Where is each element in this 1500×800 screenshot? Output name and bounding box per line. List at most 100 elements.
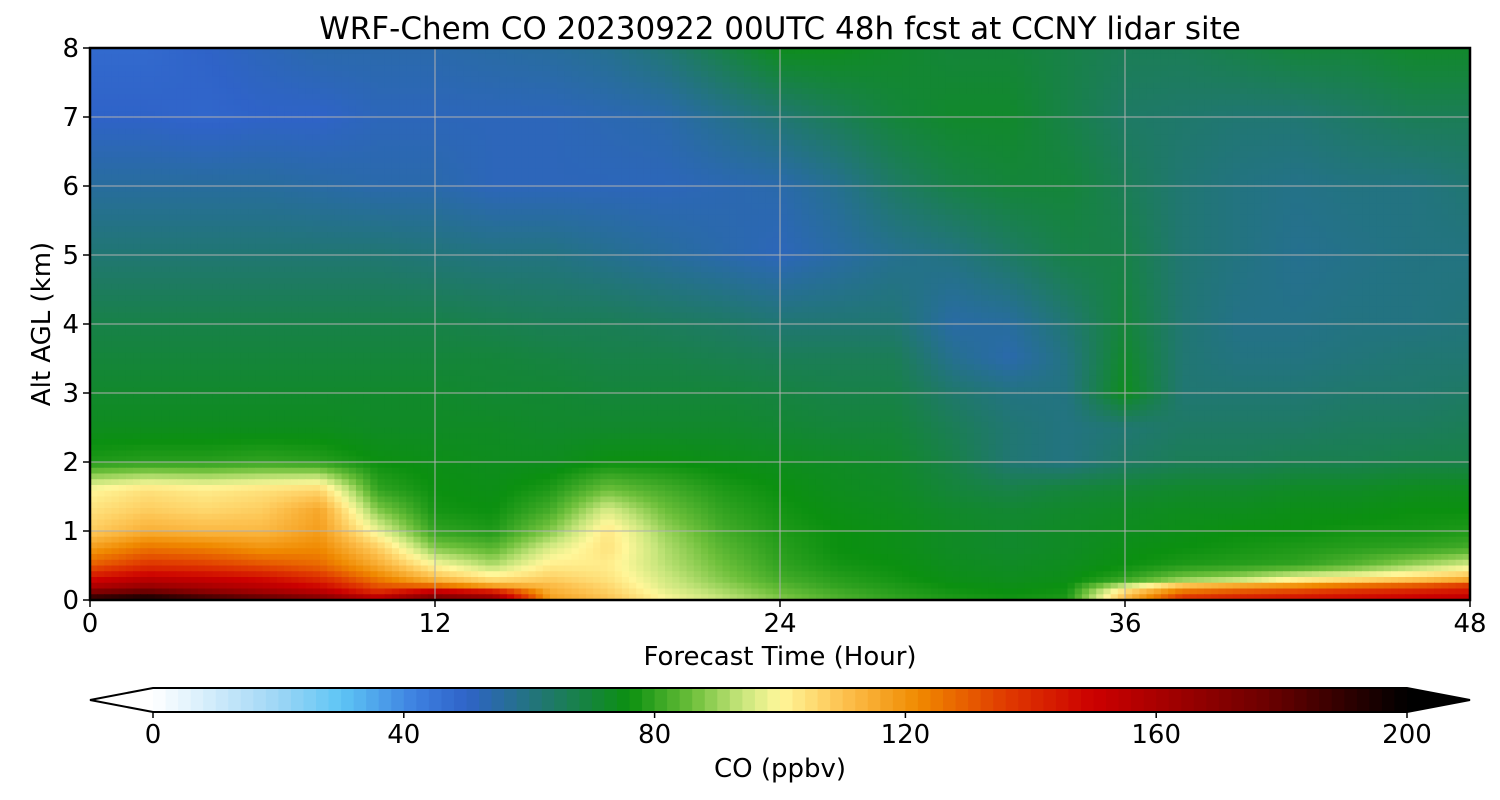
heatmap-cell <box>97 48 105 55</box>
heatmap-cell <box>492 134 501 141</box>
heatmap-cell <box>859 82 867 89</box>
heatmap-cell <box>1103 76 1112 84</box>
heatmap-cell <box>887 174 896 181</box>
heatmap-cell <box>1053 180 1061 187</box>
heatmap-cell <box>442 65 450 72</box>
heatmap-cell <box>133 186 141 193</box>
heatmap-cell <box>830 140 839 147</box>
heatmap-cell <box>736 134 745 141</box>
heatmap-cell <box>1376 140 1385 147</box>
heatmap-cell <box>557 53 565 61</box>
heatmap-cell <box>1017 48 1025 55</box>
heatmap-cell <box>1369 186 1378 193</box>
heatmap-cell <box>557 151 565 158</box>
heatmap-cell <box>276 53 285 61</box>
heatmap-cell <box>262 157 271 164</box>
heatmap-cell <box>729 48 738 55</box>
heatmap-cell <box>449 122 458 130</box>
heatmap-cell <box>348 65 357 72</box>
heatmap-cell <box>1383 82 1392 89</box>
heatmap-cell <box>686 71 695 78</box>
heatmap-cell <box>801 48 810 55</box>
heatmap-cell <box>1067 145 1076 153</box>
heatmap-cell <box>219 71 228 78</box>
heatmap-cell <box>564 157 573 164</box>
heatmap-cell <box>758 99 767 107</box>
heatmap-cell <box>1426 94 1435 101</box>
heatmap-cell <box>1232 99 1241 107</box>
heatmap-cell <box>111 186 120 193</box>
heatmap-cell <box>751 76 760 84</box>
heatmap-cell <box>930 99 939 107</box>
heatmap-cell <box>1225 99 1234 107</box>
heatmap-cell <box>276 157 285 164</box>
heatmap-cell <box>1010 53 1018 61</box>
heatmap-cell <box>442 157 450 164</box>
heatmap-cell <box>1398 180 1406 187</box>
heatmap-cell <box>1053 76 1061 84</box>
heatmap-cell <box>851 82 860 89</box>
heatmap-cell <box>456 59 465 66</box>
heatmap-cell <box>1002 122 1011 130</box>
heatmap-cell <box>1002 111 1011 118</box>
heatmap-cell <box>1232 71 1241 78</box>
heatmap-cell <box>916 186 925 193</box>
heatmap-cell <box>787 168 795 176</box>
heatmap-cell <box>320 134 328 141</box>
heatmap-cell <box>815 94 824 101</box>
heatmap-cell <box>1297 151 1306 158</box>
heatmap-cell <box>557 174 565 181</box>
heatmap-cell <box>1419 71 1428 78</box>
heatmap-cell <box>514 157 522 164</box>
heatmap-cell <box>1103 71 1112 78</box>
heatmap-cell <box>1455 88 1464 95</box>
heatmap-cell <box>1462 82 1471 89</box>
heatmap-cell <box>212 174 220 181</box>
heatmap-cell <box>1146 122 1155 130</box>
heatmap-cell <box>909 117 918 124</box>
heatmap-cell <box>197 128 206 135</box>
heatmap-cell <box>1038 157 1047 164</box>
heatmap-cell <box>1218 105 1227 112</box>
heatmap-cell <box>794 122 803 130</box>
heatmap-cell <box>952 48 961 55</box>
heatmap-cell <box>1160 82 1169 89</box>
heatmap-cell <box>169 157 177 164</box>
heatmap-cell <box>988 163 997 170</box>
heatmap-cell <box>1053 191 1061 199</box>
heatmap-cell <box>176 59 185 66</box>
heatmap-cell <box>808 94 817 101</box>
heatmap-cell <box>341 145 350 153</box>
heatmap-cell <box>111 151 120 158</box>
heatmap-cell <box>1448 94 1457 101</box>
heatmap-cell <box>1024 122 1033 130</box>
heatmap-cell <box>377 151 386 158</box>
heatmap-cell <box>269 53 278 61</box>
heatmap-cell <box>887 186 896 193</box>
heatmap-cell <box>183 59 192 66</box>
heatmap-cell <box>1362 76 1370 84</box>
heatmap-cell <box>930 48 939 55</box>
heatmap-cell <box>1398 99 1406 107</box>
heatmap-cell <box>902 191 910 199</box>
heatmap-cell <box>765 99 774 107</box>
heatmap-cell <box>363 157 371 164</box>
heatmap-cell <box>772 122 781 130</box>
heatmap-cell <box>542 71 551 78</box>
heatmap-cell <box>219 128 228 135</box>
heatmap-cell <box>1081 180 1090 187</box>
heatmap-cell <box>377 53 386 61</box>
heatmap-cell <box>909 59 918 66</box>
heatmap-cell <box>90 82 98 89</box>
heatmap-cell <box>600 82 609 89</box>
heatmap-cell <box>1340 163 1349 170</box>
heatmap-cell <box>1254 53 1263 61</box>
heatmap-cell <box>772 174 781 181</box>
heatmap-cell <box>219 140 228 147</box>
heatmap-cell <box>672 151 680 158</box>
heatmap-cell <box>729 117 738 124</box>
heatmap-cell <box>305 117 314 124</box>
heatmap-cell <box>830 117 839 124</box>
heatmap-cell <box>815 53 824 61</box>
heatmap-cell <box>140 151 149 158</box>
